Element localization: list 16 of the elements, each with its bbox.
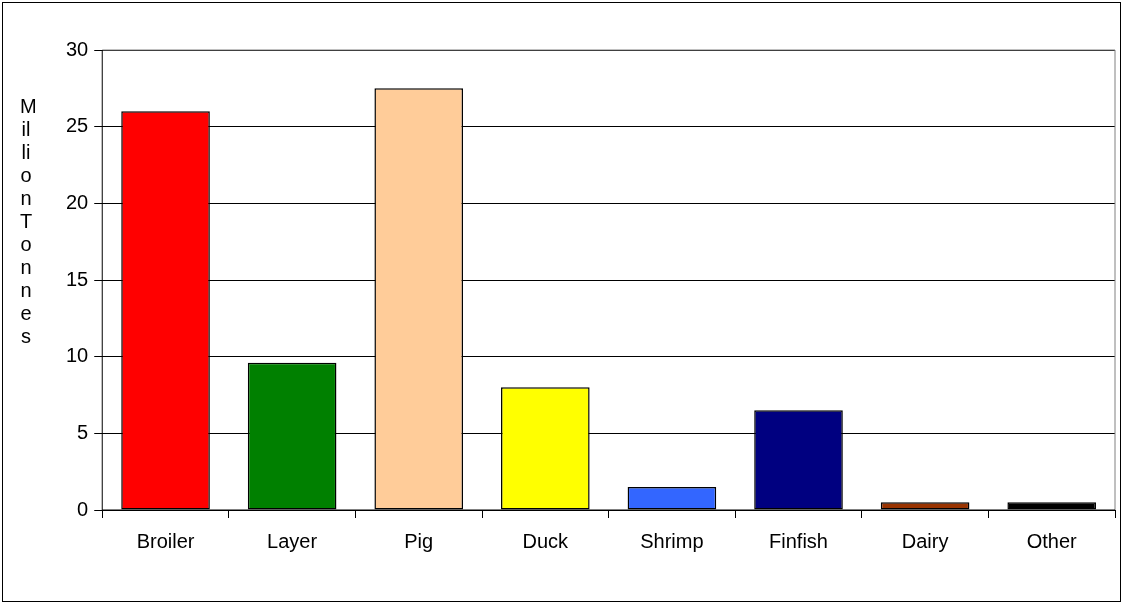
x-tick-label: Layer	[267, 529, 318, 552]
x-tick-label: Broiler	[136, 529, 195, 552]
x-tick-label: Finfish	[769, 529, 828, 552]
y-tick-label: 25	[66, 114, 89, 137]
y-tick-label: 20	[66, 190, 89, 213]
x-tick-label: Dairy	[901, 529, 949, 552]
text: Million Tonnes	[20, 95, 37, 347]
x-tick-label: Shrimp	[640, 529, 704, 552]
x-tick-label: Duck	[522, 529, 570, 552]
x-tick-label: Pig	[404, 529, 434, 552]
y-tick-label: 5	[77, 420, 89, 443]
y-tick-label: 10	[66, 344, 89, 367]
y-tick-label: 30	[66, 37, 89, 60]
y-tick-label: 0	[77, 497, 89, 520]
x-tick-label: Other	[1026, 529, 1078, 552]
y-tick-label: 15	[66, 267, 89, 290]
